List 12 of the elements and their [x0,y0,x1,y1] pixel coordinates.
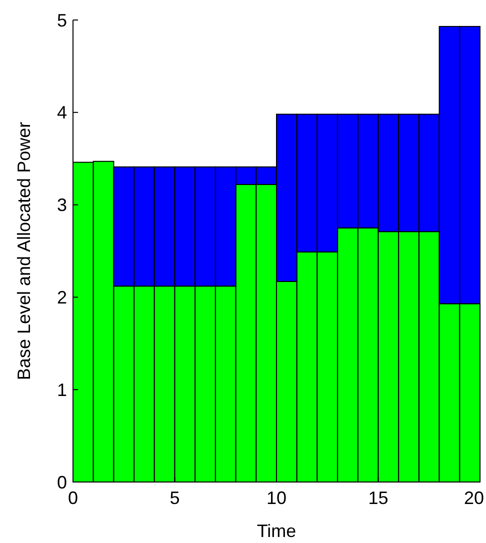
x-tick-label: 10 [266,488,287,508]
x-tick-label: 5 [170,488,180,508]
y-tick-label: 0 [56,472,67,492]
x-tick-label: 20 [464,488,484,508]
y-axis-title: Base Level and Allocated Power [14,122,34,380]
x-tick-label: 15 [368,488,388,508]
y-tick-label: 2 [56,288,67,308]
y-tick-label: 3 [56,195,67,216]
y-tick-label: 5 [56,10,67,30]
y-tick-label: 1 [56,380,67,400]
y-tick-label: 4 [56,102,67,123]
x-axis-title: Time [256,521,296,541]
